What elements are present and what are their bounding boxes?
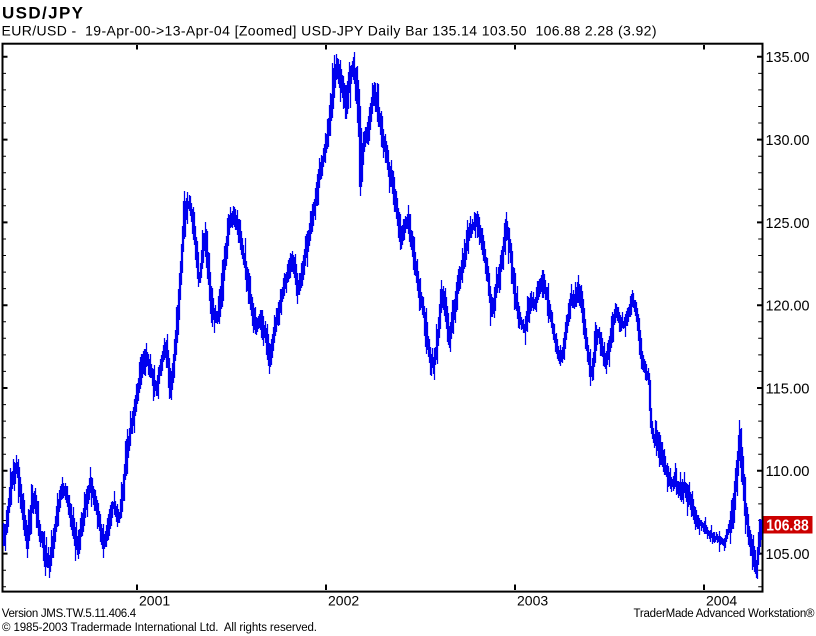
svg-text:2003: 2003 — [517, 593, 548, 609]
svg-text:125.00: 125.00 — [766, 215, 810, 232]
svg-text:135.00: 135.00 — [766, 49, 810, 66]
svg-text:115.00: 115.00 — [766, 380, 810, 397]
svg-text:130.00: 130.00 — [766, 132, 810, 149]
svg-text:2002: 2002 — [328, 593, 359, 609]
svg-text:2001: 2001 — [139, 593, 170, 609]
svg-text:Version JMS.TW.5.11.406.4: Version JMS.TW.5.11.406.4 — [2, 608, 137, 620]
svg-text:2004: 2004 — [706, 593, 737, 609]
svg-text:© 1985-2003 Tradermade Interna: © 1985-2003 Tradermade International Ltd… — [2, 622, 317, 634]
svg-text:USD/JPY: USD/JPY — [2, 3, 84, 22]
svg-text:110.00: 110.00 — [766, 463, 810, 480]
svg-text:EUR/USD - 19-Apr-00->13-Apr-0: EUR/USD - 19-Apr-00->13-Apr-04 [Zoomed] … — [2, 22, 657, 38]
svg-text:TraderMade Advanced Workstatio: TraderMade Advanced Workstation® — [634, 608, 816, 620]
svg-text:105.00: 105.00 — [766, 546, 810, 563]
svg-text:120.00: 120.00 — [766, 298, 810, 315]
svg-text:106.88: 106.88 — [766, 518, 809, 535]
